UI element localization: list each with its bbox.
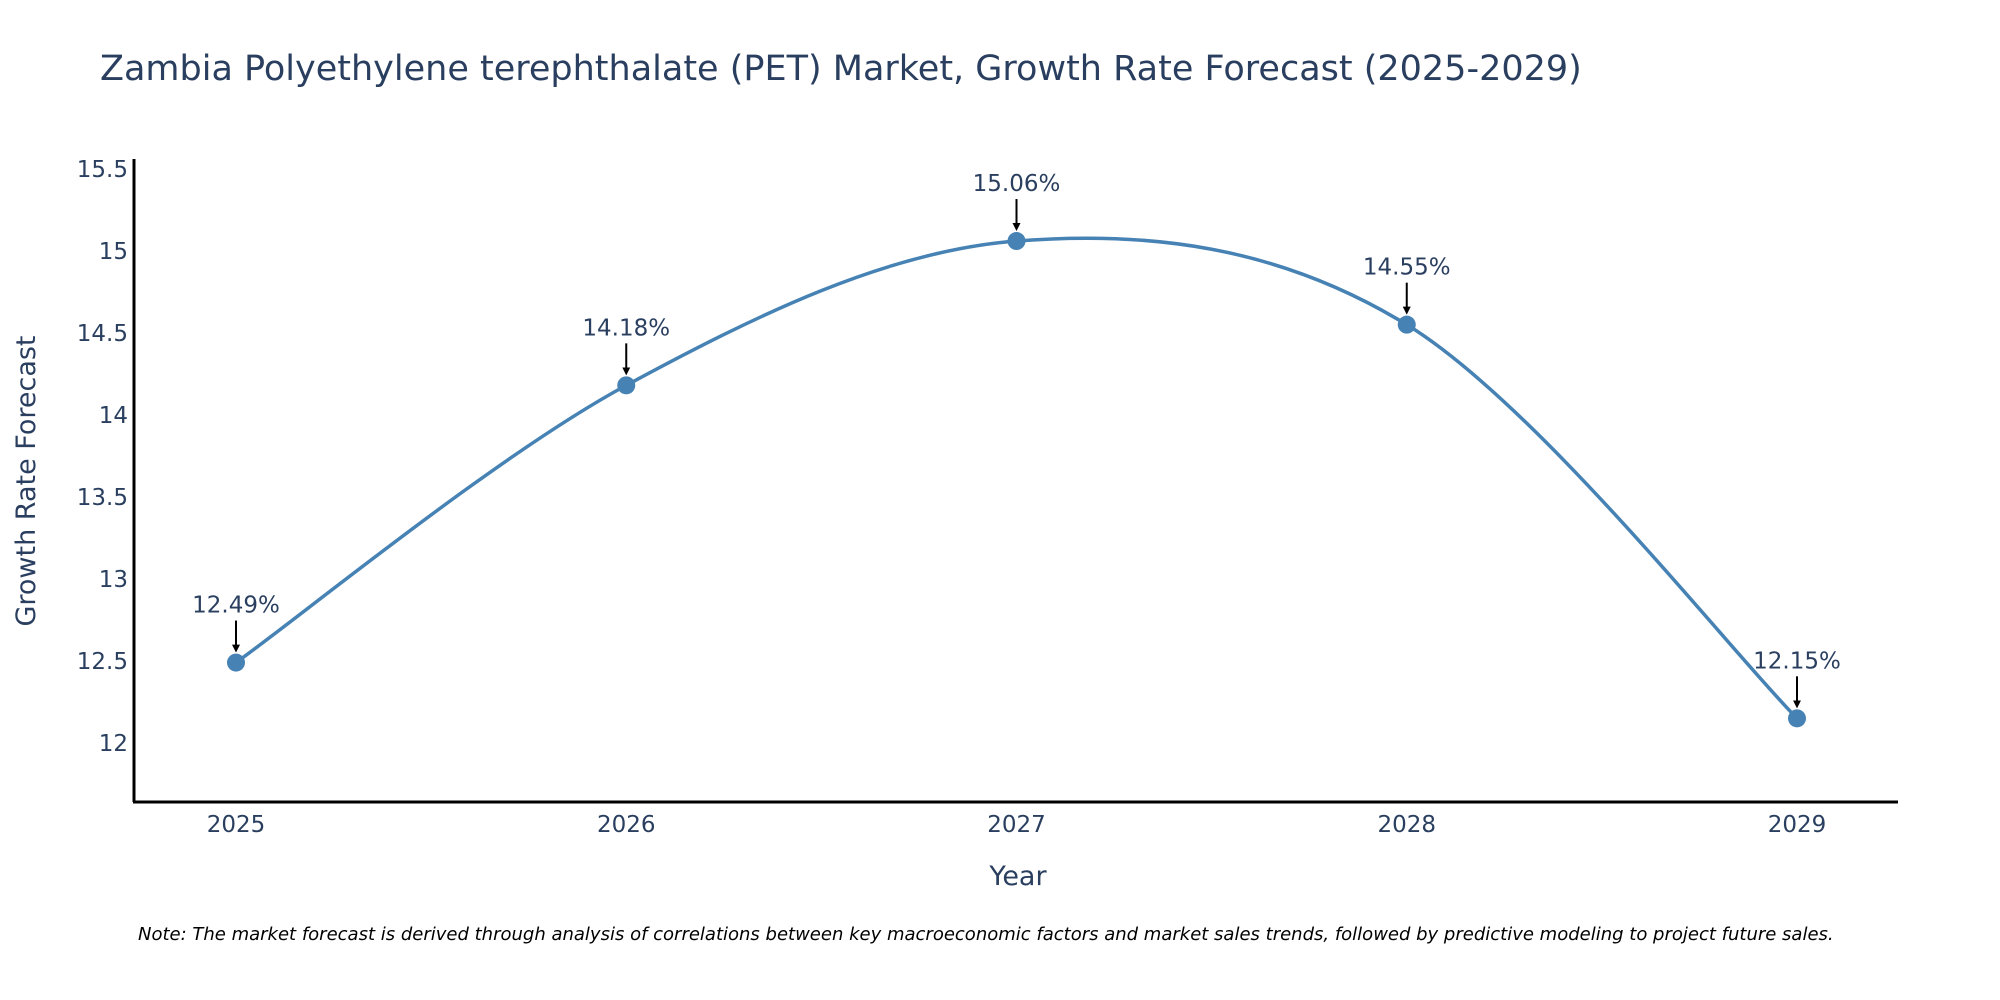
x-tick-label: 2028: [1377, 812, 1436, 838]
series-line-growth-rate: [234, 236, 1799, 720]
data-label: 12.49%: [192, 593, 280, 619]
y-tick-label: 13.5: [77, 485, 128, 511]
y-axis-title: Growth Rate Forecast: [11, 335, 42, 626]
y-tick-label: 13: [99, 567, 128, 593]
data-label: 15.06%: [973, 171, 1061, 197]
y-tick-label: 15.5: [77, 157, 128, 183]
y-tick-label: 12.5: [77, 649, 128, 675]
x-tick-label: 2027: [987, 812, 1046, 838]
footnote: Note: The market forecast is derived thr…: [138, 924, 1834, 945]
data-labels: 12.49% 14.18% 15.06% 14.55% 12.15%: [192, 171, 1841, 709]
data-point-marker: [1788, 709, 1806, 728]
chart-title: Zambia Polyethylene terephthalate (PET) …: [100, 49, 1582, 89]
data-label: 14.55%: [1363, 255, 1451, 281]
data-markers: [227, 232, 1806, 728]
data-point-marker: [1397, 315, 1416, 334]
data-label: 14.18%: [582, 315, 670, 341]
y-tick-label: 14.5: [77, 321, 128, 347]
y-tick-label: 14: [99, 403, 128, 429]
y-tick-label: 12: [99, 731, 128, 757]
x-tick-label: 2025: [207, 812, 266, 838]
data-point-marker: [227, 653, 245, 672]
data-point-marker: [617, 376, 636, 395]
x-tick-label: 2026: [597, 812, 656, 838]
y-tick-label: 15: [99, 239, 128, 265]
data-label: 12.15%: [1753, 648, 1841, 674]
y-ticks: 12 12.5 13 13.5 14 14.5 15 15.5: [77, 157, 128, 757]
data-point-marker: [1007, 232, 1026, 251]
x-tick-label: 2029: [1768, 812, 1827, 838]
x-axis-title: Year: [988, 861, 1047, 892]
x-ticks: 2025 2026 2027 2028 2029: [207, 812, 1827, 838]
